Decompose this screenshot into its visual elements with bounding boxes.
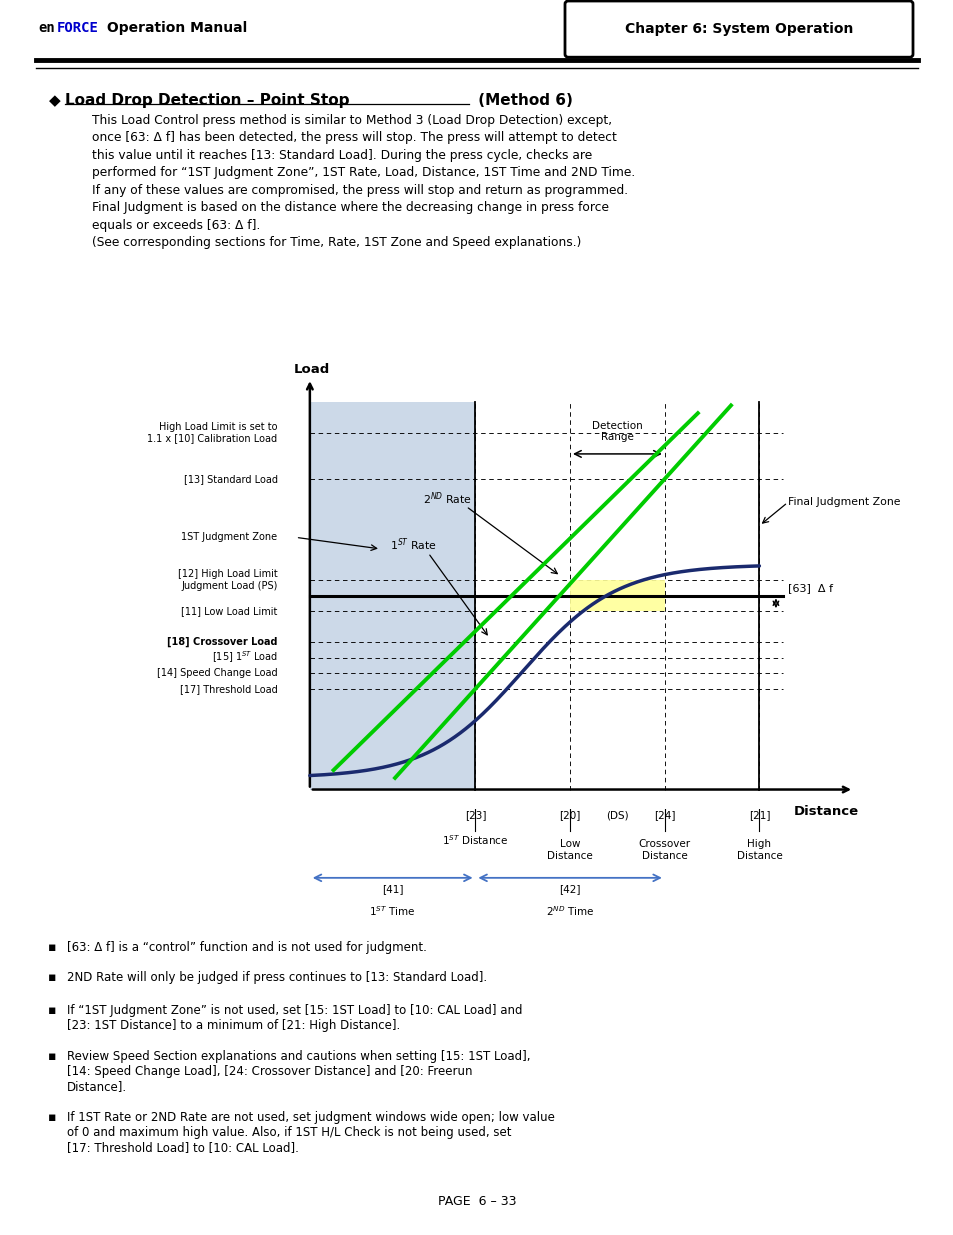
Text: ▪: ▪ <box>49 1050 57 1063</box>
Text: 1$^{ST}$ Distance: 1$^{ST}$ Distance <box>442 834 508 847</box>
Text: (See corresponding sections for Time, Rate, 1ST Zone and Speed explanations.): (See corresponding sections for Time, Ra… <box>91 236 580 249</box>
Text: If 1ST Rate or 2ND Rate are not used, set judgment windows wide open; low value
: If 1ST Rate or 2ND Rate are not used, se… <box>67 1110 554 1153</box>
Text: (Method 6): (Method 6) <box>473 94 572 109</box>
Text: [11] Low Load Limit: [11] Low Load Limit <box>181 606 277 616</box>
Text: Final Judgment Zone: Final Judgment Zone <box>787 498 900 508</box>
Text: 1ST Judgment Zone: 1ST Judgment Zone <box>181 532 277 542</box>
Text: equals or exceeds [63: Δ f].: equals or exceeds [63: Δ f]. <box>91 219 260 232</box>
Text: [24]: [24] <box>654 810 675 820</box>
Text: Chapter 6: System Operation: Chapter 6: System Operation <box>624 22 852 36</box>
Text: Crossover
Distance: Crossover Distance <box>638 839 690 861</box>
Text: High
Distance: High Distance <box>736 839 781 861</box>
Text: en: en <box>38 21 54 35</box>
Text: If any of these values are compromised, the press will stop and return as progra: If any of these values are compromised, … <box>91 184 627 196</box>
Text: [17] Threshold Load: [17] Threshold Load <box>180 684 277 694</box>
Text: [20]: [20] <box>558 810 580 820</box>
Text: [63: Δ f] is a “control” function and is not used for judgment.: [63: Δ f] is a “control” function and is… <box>67 941 426 953</box>
Text: FORCE: FORCE <box>57 21 99 35</box>
Text: (DS): (DS) <box>605 810 628 820</box>
Text: This Load Control press method is similar to Method 3 (Load Drop Detection) exce: This Load Control press method is simila… <box>91 114 611 126</box>
Text: Low
Distance: Low Distance <box>547 839 593 861</box>
Text: Review Speed Section explanations and cautions when setting [15: 1ST Load],
[14:: Review Speed Section explanations and ca… <box>67 1050 530 1093</box>
Text: 2ND Rate will only be judged if press continues to [13: Standard Load].: 2ND Rate will only be judged if press co… <box>67 971 486 984</box>
Text: [23]: [23] <box>464 810 486 820</box>
Text: [18] Crossover Load: [18] Crossover Load <box>167 637 277 647</box>
Text: PAGE  6 – 33: PAGE 6 – 33 <box>437 1194 516 1208</box>
Text: Operation Manual: Operation Manual <box>102 21 247 35</box>
Text: ▪: ▪ <box>49 1004 57 1016</box>
Text: 1$^{ST}$ Rate: 1$^{ST}$ Rate <box>390 537 436 553</box>
FancyBboxPatch shape <box>564 1 912 57</box>
Text: 2$^{ND}$ Time: 2$^{ND}$ Time <box>545 904 594 919</box>
Text: Load Drop Detection – Point Stop: Load Drop Detection – Point Stop <box>65 94 350 109</box>
Text: [41]: [41] <box>381 884 403 894</box>
Text: ▪: ▪ <box>49 971 57 984</box>
Text: High Load Limit is set to
1.1 x [10] Calibration Load: High Load Limit is set to 1.1 x [10] Cal… <box>148 422 277 443</box>
Text: [42]: [42] <box>558 884 580 894</box>
Text: [14] Speed Change Load: [14] Speed Change Load <box>157 668 277 678</box>
Text: 1$^{ST}$ Time: 1$^{ST}$ Time <box>369 904 416 919</box>
Text: [12] High Load Limit
Judgment Load (PS): [12] High Load Limit Judgment Load (PS) <box>177 569 277 590</box>
Text: ▪: ▪ <box>49 1110 57 1124</box>
Text: this value until it reaches [13: Standard Load]. During the press cycle, checks : this value until it reaches [13: Standar… <box>91 148 592 162</box>
Bar <box>570 580 664 611</box>
Text: [13] Standard Load: [13] Standard Load <box>183 474 277 484</box>
Text: If “1ST Judgment Zone” is not used, set [15: 1ST Load] to [10: CAL Load] and
[23: If “1ST Judgment Zone” is not used, set … <box>67 1004 521 1031</box>
Text: ◆: ◆ <box>49 94 61 109</box>
Text: Final Judgment is based on the distance where the decreasing change in press for: Final Judgment is based on the distance … <box>91 201 608 214</box>
Text: [63]  Δ f: [63] Δ f <box>787 583 832 593</box>
Text: performed for “1ST Judgment Zone”, 1ST Rate, Load, Distance, 1ST Time and 2ND Ti: performed for “1ST Judgment Zone”, 1ST R… <box>91 167 635 179</box>
Text: Load: Load <box>293 363 329 377</box>
Text: once [63: Δ f] has been detected, the press will stop. The press will attempt to: once [63: Δ f] has been detected, the pr… <box>91 131 616 144</box>
Text: ▪: ▪ <box>49 941 57 953</box>
Text: [21]: [21] <box>748 810 769 820</box>
Text: 2$^{ND}$ Rate: 2$^{ND}$ Rate <box>423 490 472 506</box>
Text: Distance: Distance <box>793 805 858 818</box>
Bar <box>310 401 475 789</box>
Text: Detection
Range: Detection Range <box>592 421 642 442</box>
Text: [15] 1$^{ST}$ Load: [15] 1$^{ST}$ Load <box>212 650 277 666</box>
